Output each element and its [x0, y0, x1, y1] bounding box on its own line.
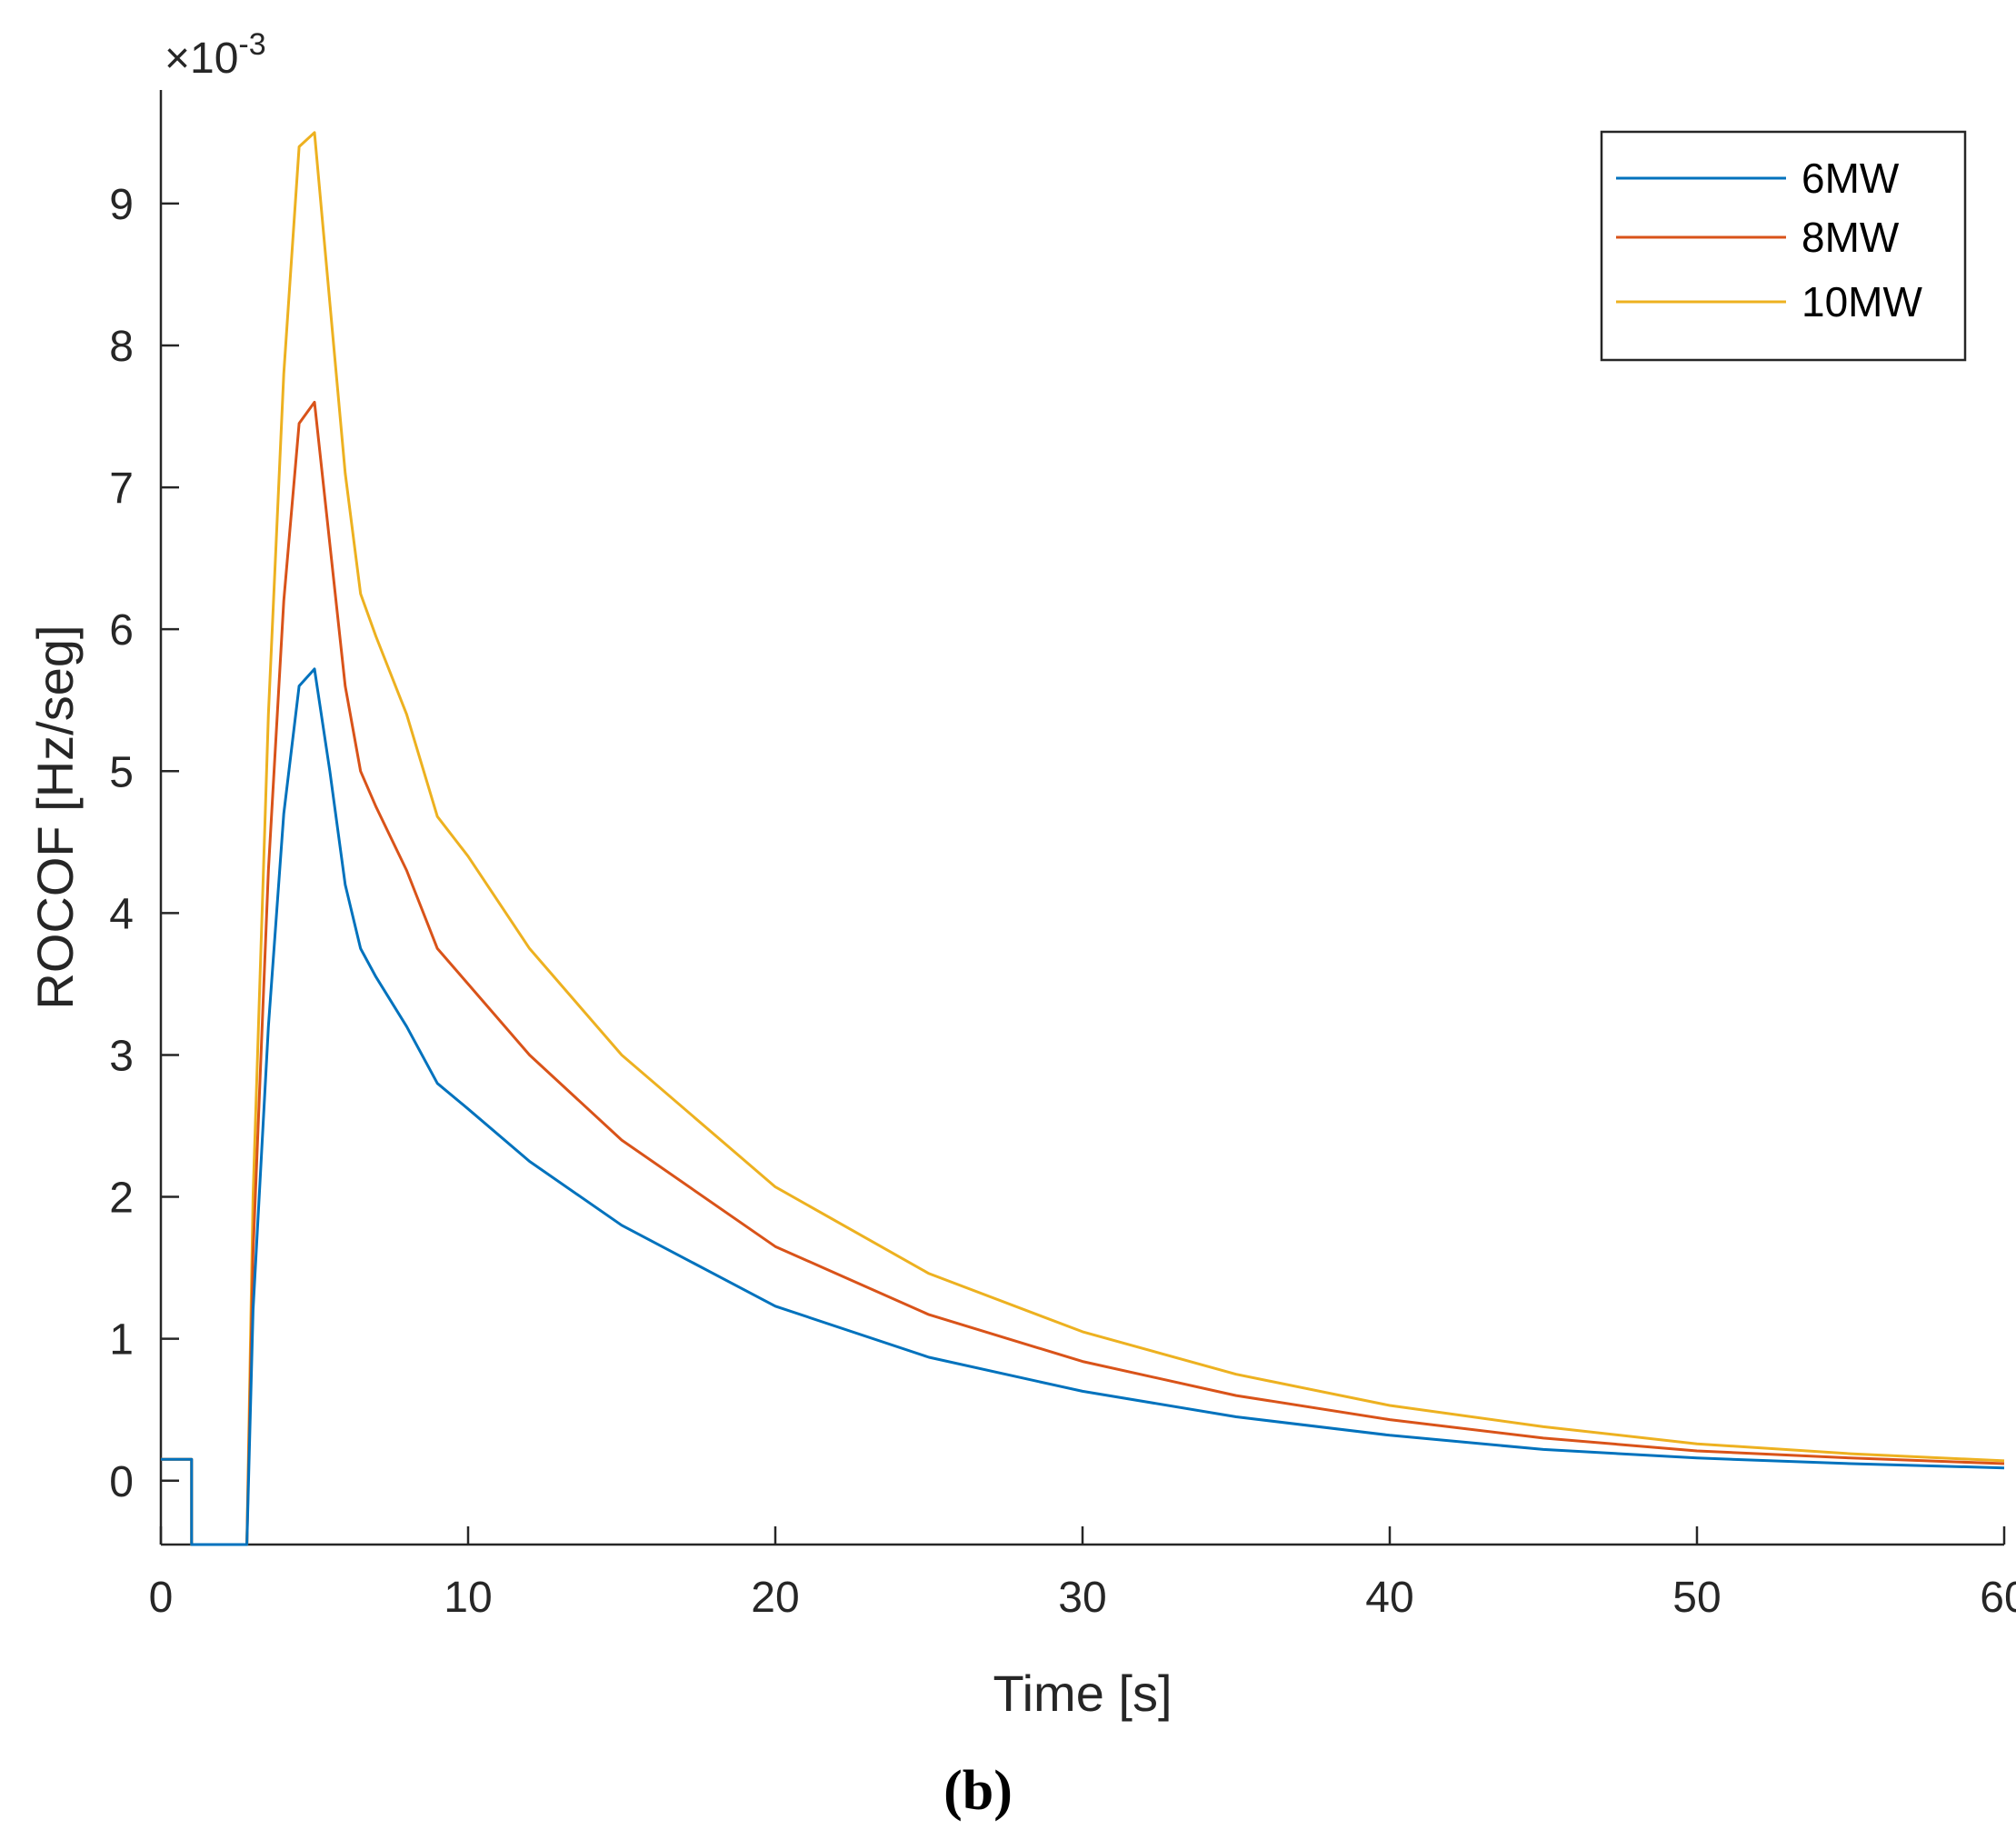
x-tick-label: 60 [1980, 1574, 2016, 1622]
y-tick-label: 3 [109, 1032, 134, 1080]
x-axis-label: Time [s] [993, 1665, 1172, 1722]
series-lines [161, 131, 2005, 1546]
y-tick-label: 7 [109, 465, 134, 513]
x-tick-label: 40 [1365, 1574, 1413, 1622]
x-ticks: 0 10 20 30 40 50 60 [149, 1526, 2016, 1622]
y-tick-label: 6 [109, 606, 134, 655]
x-tick-label: 10 [444, 1574, 492, 1622]
series-line-10mw [161, 131, 2005, 1546]
x-tick-label: 0 [149, 1574, 174, 1622]
y-tick-label: 9 [109, 181, 134, 229]
y-tick-label: 4 [109, 890, 134, 938]
y-tick-label: 1 [109, 1316, 134, 1365]
y-exponent-label: ×10-3 [165, 27, 266, 83]
y-tick-label: 8 [109, 323, 134, 371]
y-tick-label: 5 [109, 748, 134, 796]
series-line-6mw [161, 667, 2005, 1546]
legend: 6MW 8MW 10MW [1600, 130, 1967, 362]
y-tick-label: 0 [109, 1458, 134, 1506]
legend-label-6mw: 6MW [1801, 155, 1900, 202]
series-line-8mw [161, 400, 2005, 1546]
figure-caption: (b) [943, 1760, 1013, 1822]
x-tick-label: 20 [751, 1574, 799, 1622]
y-exponent-base: ×10 [165, 35, 238, 83]
x-tick-label: 50 [1672, 1574, 1721, 1622]
y-tick-label: 2 [109, 1175, 134, 1223]
x-tick-label: 30 [1058, 1574, 1106, 1622]
y-axis-label: ROCOF [Hz/seg] [26, 625, 84, 1009]
legend-box [1600, 130, 1967, 362]
legend-label-10mw: 10MW [1801, 278, 1922, 325]
legend-label-8mw: 8MW [1801, 214, 1900, 261]
y-ticks: 0 1 2 3 4 5 6 7 8 9 [109, 181, 179, 1506]
y-exponent-power: -3 [238, 27, 265, 62]
